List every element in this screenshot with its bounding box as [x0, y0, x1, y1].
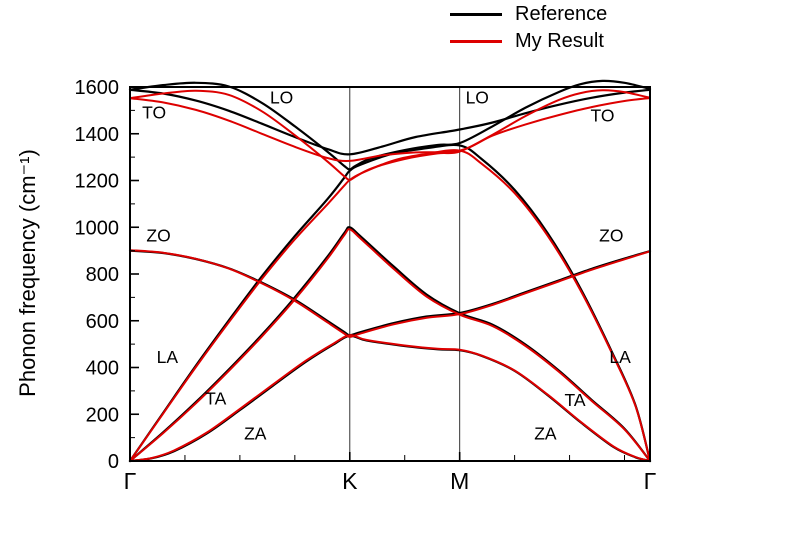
branch-label-la: LA — [609, 347, 631, 367]
y-tick-label: 800 — [86, 264, 119, 286]
branch-label-ta: TA — [565, 390, 586, 410]
branch-label-la: LA — [157, 347, 179, 367]
y-tick-label: 1200 — [75, 171, 120, 193]
y-tick-label: 400 — [86, 358, 119, 380]
y-tick-label: 1400 — [75, 124, 120, 146]
branch-label-zo: ZO — [146, 225, 170, 245]
branch-label-lo: LO — [270, 88, 293, 108]
series-reference-lo — [128, 79, 652, 171]
legend-item-label: My Result — [515, 30, 604, 52]
x-tick-label: Γ — [124, 468, 137, 494]
series-my-result-to — [129, 97, 651, 162]
legend-swatch — [450, 12, 502, 16]
plot-frame — [129, 86, 651, 462]
x-tick-label: Γ — [644, 468, 657, 494]
x-tick-label: K — [342, 468, 358, 494]
y-tick-label: 1600 — [75, 77, 120, 99]
branch-label-lo: LO — [466, 88, 489, 108]
series-my-result-ta — [129, 228, 651, 462]
legend-item-reference: Reference — [450, 2, 607, 26]
series-my-result-lo — [129, 89, 651, 181]
x-tick-label: M — [450, 468, 469, 494]
legend: Reference My Result — [450, 2, 607, 53]
y-tick-label: 0 — [108, 451, 119, 473]
legend-item-label: Reference — [515, 3, 608, 25]
legend-item-my-result: My Result — [450, 29, 607, 53]
series-reference-to — [128, 88, 652, 156]
y-tick-label: 200 — [86, 404, 119, 426]
legend-swatch — [450, 39, 502, 43]
series-my-result-zo — [129, 249, 651, 338]
y-tick-label: 1000 — [75, 217, 120, 239]
series-my-result-za — [129, 334, 651, 462]
branch-label-ta: TA — [205, 388, 226, 408]
branch-label-zo: ZO — [599, 225, 623, 245]
branch-label-to: TO — [591, 106, 615, 126]
y-tick-label: 600 — [86, 311, 119, 333]
branch-label-za: ZA — [244, 423, 267, 443]
branch-label-za: ZA — [534, 423, 557, 443]
branch-label-to: TO — [142, 103, 166, 123]
